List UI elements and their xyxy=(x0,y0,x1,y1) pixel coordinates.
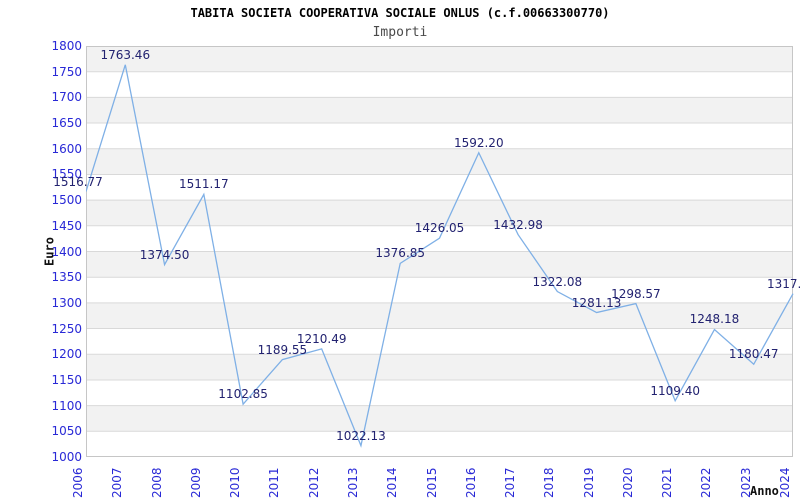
y-tick-label: 1300 xyxy=(51,295,82,310)
y-tick-label: 1500 xyxy=(51,193,82,208)
band xyxy=(86,148,793,175)
plot-border xyxy=(86,46,793,457)
data-point-label: 1022.13 xyxy=(336,428,386,443)
y-tick-label: 1700 xyxy=(51,90,82,105)
y-tick-label: 1050 xyxy=(51,424,82,439)
y-tick-label: 1450 xyxy=(51,218,82,233)
x-tick-label: 2023 xyxy=(738,467,753,498)
x-axis-title: Anno xyxy=(750,484,779,498)
data-point-label: 1248.18 xyxy=(689,312,740,327)
x-tick-label: 2008 xyxy=(149,467,164,498)
y-tick-label: 1650 xyxy=(51,116,82,131)
x-tick-label: 2022 xyxy=(699,467,714,498)
x-tick-label: 2014 xyxy=(385,467,400,498)
data-point-label: 1298.57 xyxy=(611,286,661,301)
data-point-label: 1210.49 xyxy=(296,331,347,346)
plot-area xyxy=(86,46,794,457)
data-point-label: 1102.85 xyxy=(218,387,268,402)
x-tick-label: 2016 xyxy=(463,467,478,498)
y-tick-label: 1200 xyxy=(51,347,82,362)
x-tick-label: 2024 xyxy=(778,467,792,498)
data-point-label: 1516.77 xyxy=(53,174,103,189)
x-tick-label: 2015 xyxy=(424,467,439,498)
band xyxy=(86,200,793,226)
x-tick-label: 2012 xyxy=(306,467,321,498)
x-tick-label: 2019 xyxy=(581,467,596,498)
data-point-label: 1592.20 xyxy=(453,135,504,150)
band xyxy=(86,354,793,380)
data-point-label: 1376.85 xyxy=(375,246,426,261)
band xyxy=(86,46,793,72)
band xyxy=(86,97,793,124)
y-tick-label: 1800 xyxy=(51,39,82,53)
x-tick-label: 2007 xyxy=(110,467,125,498)
data-point-label: 1189.55 xyxy=(257,342,308,357)
y-tick-label: 1600 xyxy=(51,141,82,156)
y-tick-label: 1350 xyxy=(51,270,82,285)
x-tick-label: 2010 xyxy=(228,467,243,498)
y-tick-label: 1150 xyxy=(51,372,82,387)
y-tick-label: 1250 xyxy=(51,321,82,336)
y-tick-label: 1400 xyxy=(51,244,82,259)
x-tick-label: 2011 xyxy=(267,467,282,498)
y-tick-label: 1750 xyxy=(51,64,82,79)
data-point-label: 1374.50 xyxy=(139,247,190,262)
y-tick-label: 1100 xyxy=(51,398,82,413)
y-tick-label: 1550 xyxy=(51,167,82,182)
chart-subtitle: Importi xyxy=(372,25,428,40)
data-point-label: 1432.98 xyxy=(493,217,543,232)
x-tick-label: 2013 xyxy=(345,467,360,498)
data-point-label: 1322.08 xyxy=(532,274,583,289)
y-tick-label: 1000 xyxy=(51,450,82,464)
x-tick-label: 2018 xyxy=(542,467,557,498)
data-point-label: 1109.40 xyxy=(650,383,700,398)
data-point-label: 1763.46 xyxy=(100,47,151,62)
chart-title: TABITA SOCIETA COOPERATIVA SOCIALE ONLUS… xyxy=(190,6,610,20)
band xyxy=(86,302,793,329)
data-point-label: 1317.9 xyxy=(767,276,800,291)
band xyxy=(86,251,793,278)
x-tick-label: 2017 xyxy=(503,467,518,498)
data-point-label: 1511.17 xyxy=(179,177,229,192)
data-point-label: 1426.05 xyxy=(414,221,465,236)
x-tick-label: 2020 xyxy=(620,467,635,498)
data-line xyxy=(86,64,794,448)
x-tick-label: 2021 xyxy=(660,467,675,498)
data-point-label: 1281.13 xyxy=(571,295,622,310)
x-tick-label: 2006 xyxy=(71,467,85,498)
band xyxy=(86,405,793,432)
data-point-label: 1180.47 xyxy=(728,347,779,362)
x-tick-label: 2009 xyxy=(188,467,203,498)
